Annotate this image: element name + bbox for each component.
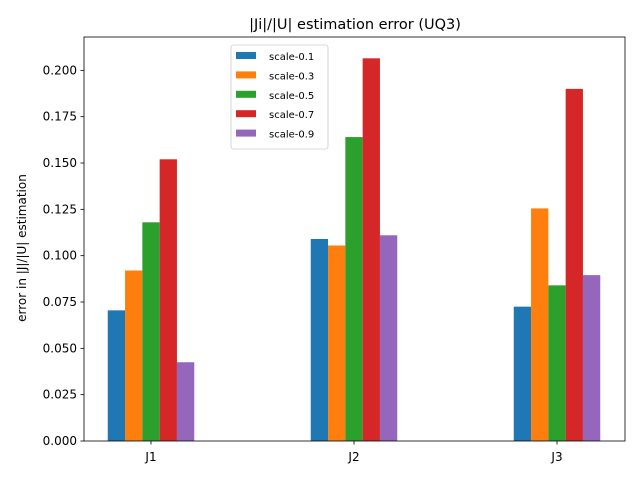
bar-scale-0.7-J1 [159, 159, 177, 441]
bar-scale-0.5-J2 [345, 137, 363, 441]
y-tick-label: 0.050 [43, 341, 77, 355]
y-tick-label: 0.000 [43, 434, 77, 448]
x-axis-ticks: J1 J2 J3 [144, 441, 563, 464]
y-tick-label: 0.200 [43, 63, 77, 77]
x-tick-label: J3 [550, 450, 562, 464]
chart-title: |Ji|/|U| estimation error (UQ3) [249, 17, 461, 33]
bars-group [107, 58, 601, 442]
bar-scale-0.3-J3 [531, 208, 549, 441]
bar-scale-0.1-J2 [310, 239, 329, 441]
bar-scale-0.3-J2 [328, 245, 346, 441]
bar-scale-0.9-J3 [582, 275, 601, 441]
legend-swatch [236, 110, 256, 118]
axes-frame [83, 36, 626, 442]
y-tick-label: 0.125 [43, 202, 77, 216]
y-tick-label: 0.025 [43, 388, 77, 402]
bar-scale-0.1-J3 [513, 306, 532, 441]
legend-label: scale-0.3 [269, 71, 314, 82]
legend-swatch [236, 52, 256, 59]
legend-label: scale-0.7 [269, 110, 314, 121]
legend-swatch [236, 129, 256, 137]
y-axis-ticks: 0.000 0.025 0.050 0.075 0.100 0.125 0.150 0.175… [43, 63, 84, 448]
bar-scale-0.7-J2 [362, 58, 380, 442]
x-tick-label: J1 [144, 450, 156, 464]
bar-scale-0.5-J3 [548, 285, 566, 441]
y-axis-label: error in |J|/|U| estimation [15, 174, 29, 322]
legend-swatch [236, 71, 256, 79]
y-tick-label: 0.075 [43, 295, 77, 309]
bar-scale-0.9-J2 [379, 235, 398, 441]
legend-box [230, 44, 329, 150]
y-tick-label: 0.175 [43, 110, 77, 124]
legend-swatch [236, 90, 256, 98]
legend-label: scale-0.5 [269, 91, 314, 102]
bar-scale-0.3-J1 [125, 270, 143, 441]
bar-scale-0.9-J1 [176, 362, 195, 441]
bar-scale-0.1-J1 [107, 310, 126, 441]
bar-scale-0.5-J1 [142, 222, 160, 441]
y-tick-label: 0.150 [43, 156, 77, 170]
bar-scale-0.7-J3 [565, 88, 583, 441]
legend-label: scale-0.9 [269, 130, 314, 141]
legend-label: scale-0.1 [269, 52, 314, 63]
x-tick-label: J2 [347, 450, 359, 464]
y-tick-label: 0.100 [43, 249, 77, 263]
legend: scale-0.1 scale-0.3 scale-0.5 scale-0.7 scal… [230, 44, 329, 150]
